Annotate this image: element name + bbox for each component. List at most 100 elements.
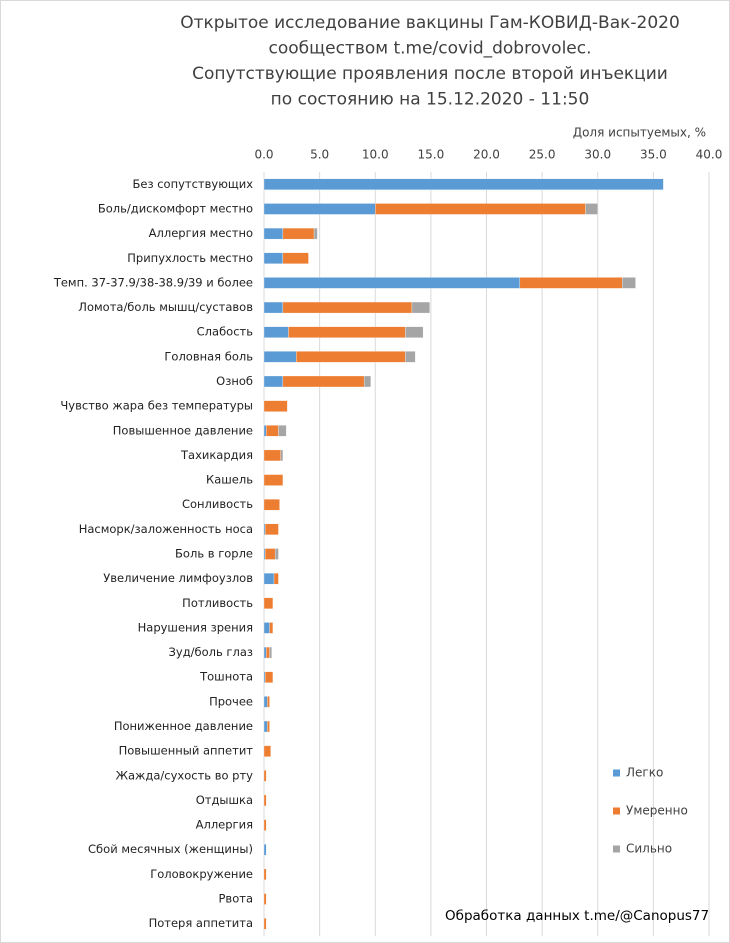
bar-segment	[263, 252, 284, 264]
bar-segment	[263, 893, 267, 905]
chart-title: Открытое исследование вакцины Гам-КОВИД-…	[180, 13, 680, 33]
bar-segment	[263, 572, 275, 585]
bar-segment	[263, 375, 284, 388]
x-tick-label: 30.0	[584, 148, 611, 162]
bar-segment	[263, 351, 297, 363]
bar-segment	[375, 203, 586, 215]
bar-segment	[263, 918, 267, 930]
x-tick-label: 5.0	[310, 148, 329, 162]
bar-segment	[622, 277, 636, 289]
legend-label: Умеренно	[626, 804, 688, 818]
category-label: Нарушения зрения	[138, 620, 253, 634]
bar-segment	[266, 646, 270, 659]
category-label: Ломота/боль мышц/суставов	[78, 300, 253, 314]
bar-segment	[269, 646, 272, 659]
category-label: Боль/дискомфорт местно	[98, 201, 253, 215]
legend-swatch	[613, 769, 620, 777]
x-tick-label: 15.0	[418, 148, 445, 162]
category-label: Тошнота	[199, 670, 253, 684]
category-label: Отдышка	[196, 793, 253, 807]
bar-segment	[263, 277, 521, 289]
category-label: Озноб	[216, 374, 253, 388]
bar-segment	[411, 301, 430, 314]
bar-segment	[274, 548, 279, 560]
bar-segment	[263, 449, 281, 462]
category-label: Без сопутствующих	[132, 177, 253, 191]
legend-swatch	[613, 807, 620, 815]
category-label: Жажда/сухость во рту	[116, 768, 254, 782]
bar-segment	[405, 351, 416, 363]
bar-segment	[263, 474, 284, 486]
bar-segment	[282, 227, 315, 240]
category-label: Потеря аппетита	[149, 916, 253, 930]
category-label: Сбой месячных (женщины)	[88, 842, 253, 856]
bar-segment	[263, 819, 267, 831]
bar-segment	[263, 400, 288, 412]
bar-segment	[282, 375, 365, 388]
category-label: Головная боль	[164, 349, 253, 363]
category-label: Головокружение	[150, 867, 253, 881]
bar-segment	[263, 548, 266, 560]
bar-segment	[263, 326, 289, 338]
bar-segment	[263, 868, 267, 881]
bar-segment	[282, 301, 413, 314]
bar-segment	[263, 301, 284, 314]
x-tick-label: 0.0	[254, 148, 273, 162]
category-label: Потливость	[182, 596, 253, 610]
category-label: Темп. 37-37.9/38-38.9/39 и более	[53, 275, 253, 289]
bar-segment	[282, 252, 309, 264]
bar-segment	[263, 745, 271, 757]
bar-segment	[263, 523, 266, 536]
bar-segment	[269, 622, 274, 634]
category-label: Насморк/заложенность носа	[79, 522, 253, 536]
bar-segment	[280, 449, 284, 462]
bar-segment	[263, 696, 268, 708]
category-label: Прочее	[209, 694, 253, 708]
bar-segment	[263, 178, 664, 190]
x-tick-label: 25.0	[529, 148, 556, 162]
bar-segment	[288, 326, 406, 338]
bar-segment	[266, 425, 279, 437]
category-label: Кашель	[206, 473, 253, 487]
category-label: Повышенное давление	[113, 423, 253, 437]
bar-segment	[263, 622, 270, 634]
category-label: Пониженное давление	[114, 719, 253, 733]
category-label: Рвота	[219, 892, 254, 906]
bar-segment	[263, 646, 267, 659]
bar-segment	[263, 720, 268, 733]
category-label: Аллергия местно	[149, 226, 253, 240]
category-label: Боль в горле	[175, 547, 253, 561]
category-label: Зуд/боль глаз	[169, 645, 253, 659]
category-label: Чувство жара без температуры	[60, 399, 253, 413]
bar-segment	[263, 499, 280, 511]
x-tick-label: 35.0	[640, 148, 667, 162]
category-label: Аллергия	[196, 818, 253, 832]
x-tick-label: 40.0	[696, 148, 723, 162]
chart-title: Сопутствующие проявления после второй ин…	[192, 64, 668, 84]
legend-swatch	[613, 845, 620, 853]
note: Обработка данных t.me/@Canopus77	[445, 908, 709, 924]
chart-title: сообществом t.me/covid_dobrovolec.	[268, 39, 591, 59]
bar-segment	[263, 794, 267, 807]
bar-segment	[263, 671, 266, 683]
bar-segment	[405, 326, 424, 338]
category-label: Сонливость	[182, 497, 253, 511]
legend-label: Сильно	[626, 842, 672, 856]
bar-segment	[263, 203, 376, 215]
chart-title: по состоянию на 15.12.2020 - 11:50	[271, 90, 590, 110]
x-tick-label: 10.0	[362, 148, 389, 162]
bar-segment	[263, 227, 284, 240]
bar-segment	[585, 203, 598, 215]
bar-segment	[263, 597, 274, 609]
axis-title: Доля испытуемых, %	[573, 126, 706, 140]
category-label: Тахикардия	[180, 448, 253, 462]
bar-segment	[278, 425, 287, 437]
legend-label: Легко	[626, 766, 663, 780]
x-tick-label: 20.0	[473, 148, 500, 162]
category-label: Увеличение лимфоузлов	[103, 571, 253, 585]
bar-segment	[263, 425, 267, 437]
bar-segment	[267, 720, 270, 733]
bar-segment	[264, 523, 279, 536]
